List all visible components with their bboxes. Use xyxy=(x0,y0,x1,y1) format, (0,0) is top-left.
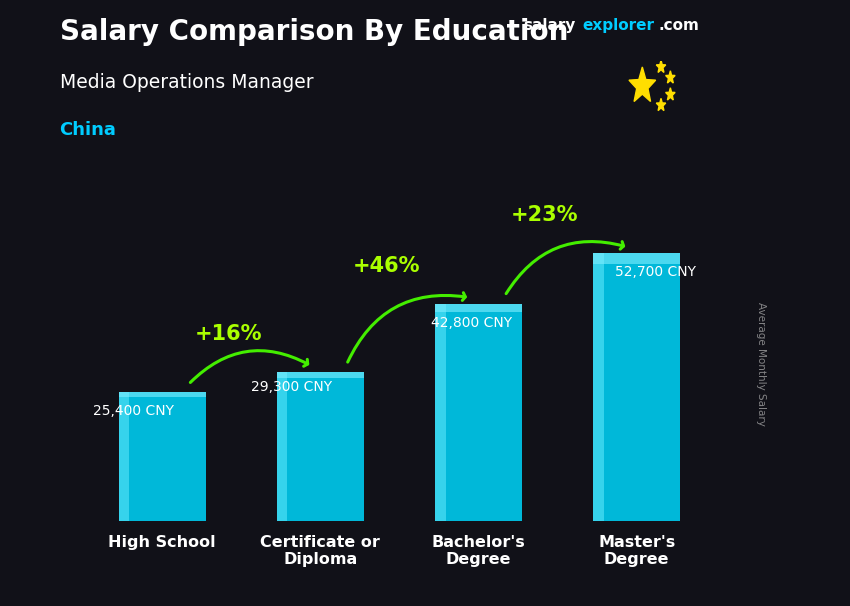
Polygon shape xyxy=(656,98,666,111)
FancyBboxPatch shape xyxy=(593,253,604,521)
Text: Average Monthly Salary: Average Monthly Salary xyxy=(756,302,766,425)
FancyBboxPatch shape xyxy=(277,372,287,521)
Text: Salary Comparison By Education: Salary Comparison By Education xyxy=(60,18,568,46)
Polygon shape xyxy=(629,67,655,101)
Text: 25,400 CNY: 25,400 CNY xyxy=(93,404,173,418)
Text: China: China xyxy=(60,121,116,139)
FancyBboxPatch shape xyxy=(593,253,680,521)
FancyBboxPatch shape xyxy=(435,304,522,521)
Text: 42,800 CNY: 42,800 CNY xyxy=(431,316,513,330)
Text: +16%: +16% xyxy=(195,324,263,344)
Text: .com: .com xyxy=(659,18,700,33)
Polygon shape xyxy=(656,60,666,73)
Text: 52,700 CNY: 52,700 CNY xyxy=(615,265,695,279)
FancyBboxPatch shape xyxy=(119,392,206,397)
FancyBboxPatch shape xyxy=(119,392,206,521)
Polygon shape xyxy=(666,71,675,83)
Text: salary: salary xyxy=(523,18,575,33)
FancyBboxPatch shape xyxy=(435,304,522,312)
FancyBboxPatch shape xyxy=(435,304,445,521)
Text: explorer: explorer xyxy=(582,18,654,33)
Text: +46%: +46% xyxy=(353,256,421,276)
FancyBboxPatch shape xyxy=(593,253,680,264)
Text: Media Operations Manager: Media Operations Manager xyxy=(60,73,313,92)
Text: 29,300 CNY: 29,300 CNY xyxy=(251,380,332,394)
Polygon shape xyxy=(666,88,675,100)
FancyBboxPatch shape xyxy=(277,372,364,521)
FancyBboxPatch shape xyxy=(119,392,129,521)
FancyBboxPatch shape xyxy=(277,372,364,378)
Text: +23%: +23% xyxy=(511,205,579,225)
